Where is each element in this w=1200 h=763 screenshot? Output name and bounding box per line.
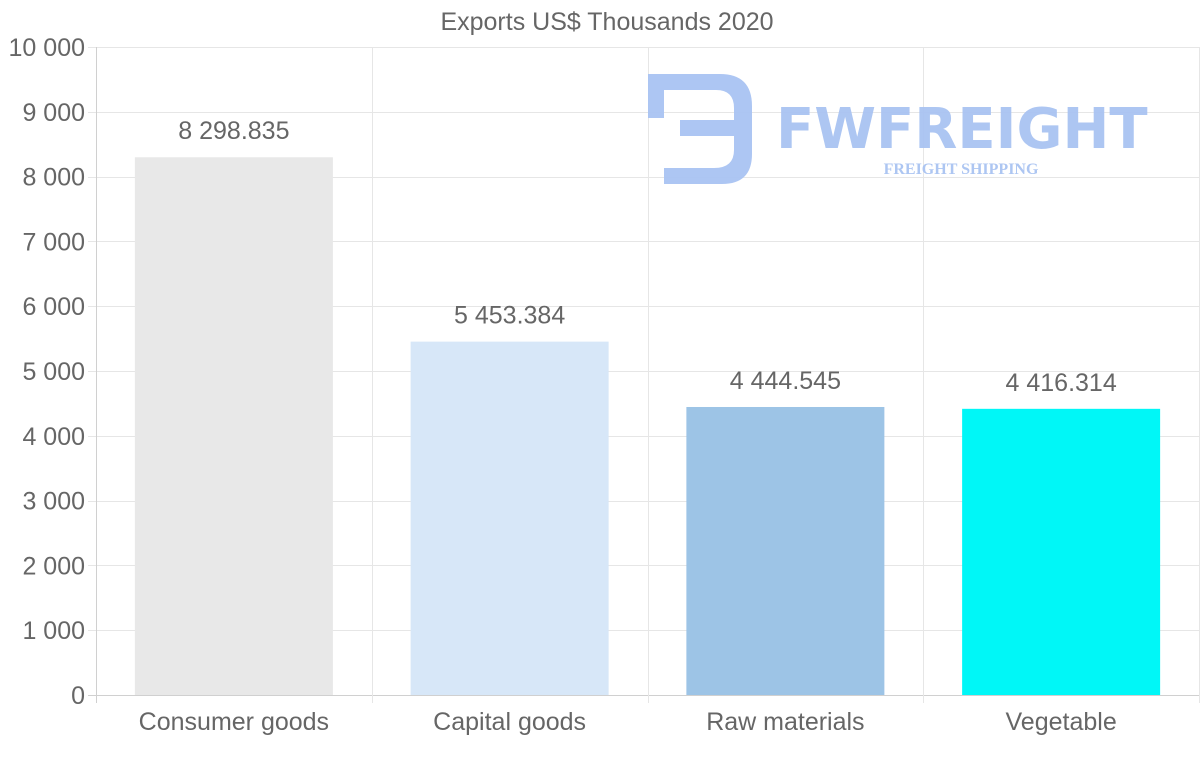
x-category-label: Vegetable xyxy=(1006,708,1117,736)
y-tick-label: 6 000 xyxy=(22,293,85,321)
y-tick-label: 2 000 xyxy=(22,552,85,580)
y-tick-label: 10 000 xyxy=(9,34,85,62)
watermark-tagline: FREIGHT SHIPPING xyxy=(884,161,1039,178)
y-tick-label: 4 000 xyxy=(22,423,85,451)
bar xyxy=(686,406,885,695)
y-tick-label: 5 000 xyxy=(22,358,85,386)
y-tick-label: 7 000 xyxy=(22,228,85,256)
data-label: 5 453.384 xyxy=(454,302,565,330)
x-category-label: Consumer goods xyxy=(139,708,329,736)
y-tick-label: 0 xyxy=(71,682,85,710)
chart-title: Exports US$ Thousands 2020 xyxy=(440,8,773,36)
bar xyxy=(134,157,333,696)
bar-series xyxy=(134,157,1161,696)
bar xyxy=(410,341,609,695)
y-tick-label: 8 000 xyxy=(22,164,85,192)
fwfreight-logo-icon xyxy=(648,74,752,184)
watermark-brand: FWFREIGHT xyxy=(776,97,1148,162)
y-tick-label: 9 000 xyxy=(22,99,85,127)
watermark: FWFREIGHT FREIGHT SHIPPING xyxy=(648,74,1148,184)
y-tick-label: 3 000 xyxy=(22,488,85,516)
x-category-label: Capital goods xyxy=(433,708,586,736)
data-label: 4 444.545 xyxy=(730,367,841,395)
bar xyxy=(962,408,1161,695)
x-category-label: Raw materials xyxy=(706,708,864,736)
y-tick-label: 1 000 xyxy=(22,617,85,645)
data-label: 4 416.314 xyxy=(1006,369,1117,397)
y-axis-ticks: 0 1 000 2 000 3 000 4 000 5 000 6 000 7 000 8 00… xyxy=(9,34,85,710)
x-axis-categories: Consumer goods Capital goods Raw materials… xyxy=(139,708,1117,736)
data-label: 8 298.835 xyxy=(178,117,289,145)
data-labels: 8 298.835 5 453.384 4 444.545 4 416.314 xyxy=(178,117,1117,397)
